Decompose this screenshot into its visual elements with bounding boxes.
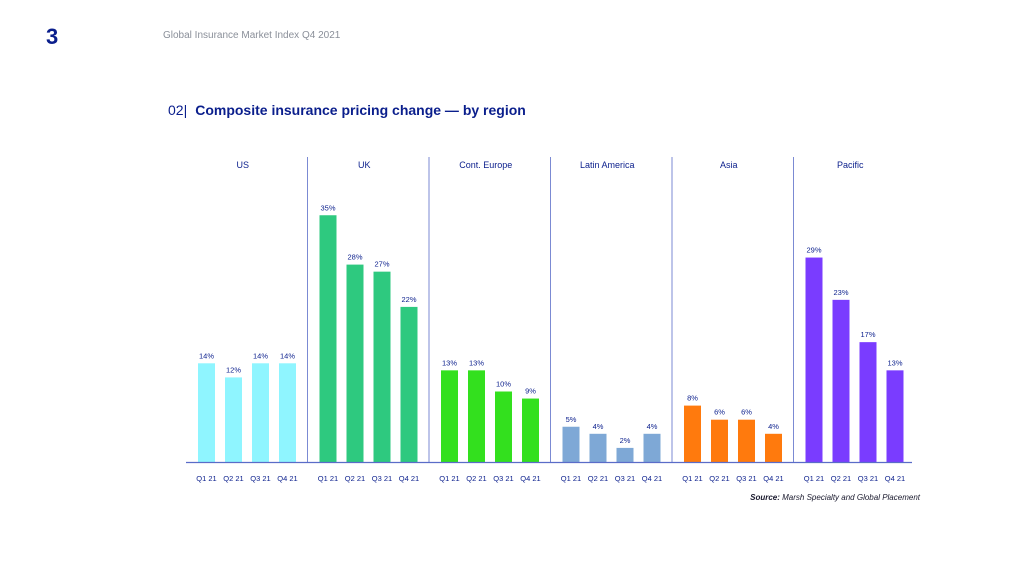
bar-value-label: 14% (280, 351, 295, 360)
bar (589, 433, 607, 462)
bar (886, 370, 904, 462)
region-label: UK (358, 160, 371, 170)
bar (765, 433, 782, 462)
bar-value-label: 13% (887, 358, 902, 367)
bar (616, 447, 634, 462)
bar-value-label: 13% (469, 358, 484, 367)
page-number: 3 (46, 24, 59, 49)
x-tick-label: Q2 21 (345, 474, 365, 483)
bar (805, 257, 823, 462)
bar-value-label: 28% (347, 253, 362, 262)
bar (684, 405, 701, 462)
x-tick-label: Q2 21 (588, 474, 608, 483)
x-tick-label: Q3 21 (736, 474, 756, 483)
report-header-title: Global Insurance Market Index Q4 2021 (163, 30, 341, 41)
x-tick-label: Q4 21 (763, 474, 783, 483)
region-label: Cont. Europe (459, 160, 512, 170)
source-label: Source: (750, 493, 780, 502)
source-text: Marsh Specialty and Global Placement (782, 493, 920, 502)
bar-value-label: 27% (374, 260, 389, 269)
region-label: Pacific (837, 160, 864, 170)
x-tick-label: Q2 21 (709, 474, 729, 483)
x-tick-label: Q2 21 (223, 474, 243, 483)
bar-value-label: 14% (253, 351, 268, 360)
bar-value-label: 8% (687, 394, 698, 403)
bar (252, 363, 269, 462)
bar-value-label: 35% (320, 203, 335, 212)
x-tick-label: Q1 21 (804, 474, 824, 483)
bar (441, 370, 458, 462)
x-tick-label: Q1 21 (561, 474, 581, 483)
region-label: Latin America (580, 160, 635, 170)
bar-value-label: 10% (496, 380, 511, 389)
chart-number: 02| (168, 102, 188, 118)
bar (562, 426, 580, 462)
chart-heading: 02| Composite insurance pricing change — … (168, 102, 526, 118)
bar-value-label: 12% (226, 365, 241, 374)
bar-value-label: 4% (593, 422, 604, 431)
bar (373, 271, 391, 462)
x-tick-label: Q1 21 (439, 474, 459, 483)
x-tick-label: Q1 21 (682, 474, 702, 483)
bar-value-label: 6% (714, 408, 725, 417)
bar-value-label: 5% (566, 415, 577, 424)
x-tick-label: Q3 21 (858, 474, 878, 483)
bar-value-label: 4% (768, 422, 779, 431)
bar-value-label: 6% (741, 408, 752, 417)
region-label: US (236, 160, 249, 170)
region-label: Asia (720, 160, 738, 170)
bar (225, 377, 242, 462)
bar (468, 370, 485, 462)
x-tick-label: Q4 21 (520, 474, 540, 483)
x-tick-label: Q3 21 (250, 474, 270, 483)
bar (522, 398, 539, 462)
bar-value-label: 29% (806, 246, 821, 255)
source-note: Source: Marsh Specialty and Global Place… (750, 493, 920, 502)
bar-value-label: 22% (401, 295, 416, 304)
x-tick-label: Q2 21 (466, 474, 486, 483)
x-tick-label: Q3 21 (493, 474, 513, 483)
bar-value-label: 13% (442, 358, 457, 367)
x-tick-label: Q4 21 (642, 474, 662, 483)
bar (711, 419, 728, 462)
bar (832, 299, 850, 462)
x-tick-label: Q4 21 (277, 474, 297, 483)
bar-value-label: 23% (833, 288, 848, 297)
bar (198, 363, 215, 462)
x-tick-label: Q3 21 (615, 474, 635, 483)
bar (859, 342, 877, 462)
x-tick-label: Q4 21 (885, 474, 905, 483)
bar-value-label: 4% (647, 422, 658, 431)
bar (643, 433, 661, 462)
x-tick-label: Q1 21 (196, 474, 216, 483)
bar-value-label: 17% (860, 330, 875, 339)
x-tick-label: Q3 21 (372, 474, 392, 483)
bar-value-label: 9% (525, 387, 536, 396)
bar-value-label: 14% (199, 351, 214, 360)
x-tick-label: Q4 21 (399, 474, 419, 483)
bar-value-label: 2% (620, 436, 631, 445)
bar (400, 306, 418, 462)
x-tick-label: Q2 21 (831, 474, 851, 483)
x-tick-label: Q1 21 (318, 474, 338, 483)
bar (738, 419, 755, 462)
bar (495, 391, 512, 462)
bar (319, 215, 337, 462)
bar (346, 264, 364, 462)
bar (279, 363, 296, 462)
chart-title: Composite insurance pricing change — by … (195, 102, 526, 118)
